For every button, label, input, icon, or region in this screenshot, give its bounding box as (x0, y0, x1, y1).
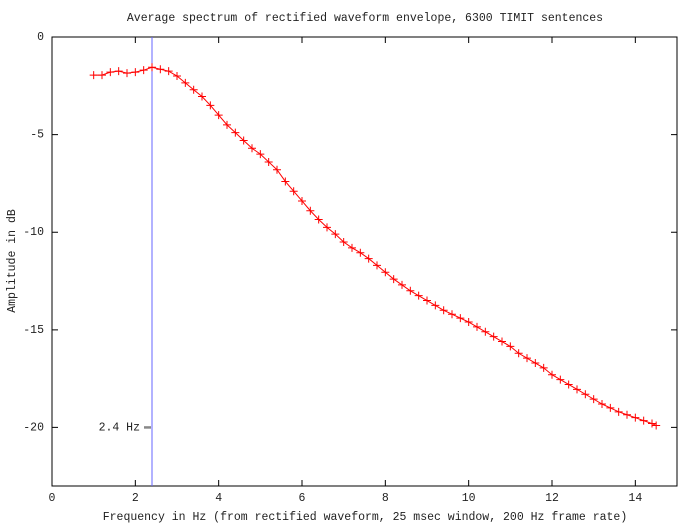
data-point (306, 206, 315, 215)
data-point (481, 327, 490, 336)
data-point (548, 370, 556, 379)
data-point (273, 165, 281, 174)
data-point (423, 296, 431, 305)
plot-frame (51, 36, 678, 487)
data-point (589, 395, 598, 404)
data-point (123, 69, 131, 78)
data-point (539, 363, 548, 372)
x-tick-label: 14 (628, 492, 642, 505)
data-point (156, 65, 165, 74)
data-point (573, 385, 581, 394)
data-point (431, 301, 440, 310)
data-point (214, 111, 223, 120)
data-point (581, 390, 590, 399)
data-point (131, 68, 140, 77)
data-point (531, 359, 540, 368)
x-tick-label: 8 (382, 492, 389, 505)
data-point (298, 196, 306, 205)
data-point (223, 120, 231, 129)
x-axis-label: Frequency in Hz (from rectified waveform… (103, 511, 628, 524)
data-point (348, 243, 356, 252)
data-point (381, 268, 390, 277)
x-tick-label: 4 (215, 492, 222, 505)
data-point (506, 342, 515, 351)
data-point (406, 286, 415, 295)
chart-title: Average spectrum of rectified waveform e… (127, 12, 603, 25)
data-point (556, 375, 565, 384)
y-tick-label: -5 (30, 129, 44, 142)
data-point (356, 248, 365, 257)
data-point (314, 215, 323, 224)
data-point (198, 92, 206, 101)
data-point (339, 237, 348, 246)
data-point (414, 291, 423, 300)
data-point (323, 223, 331, 232)
data-point (331, 230, 340, 239)
data-point (514, 349, 523, 358)
y-tick-label: -20 (23, 421, 44, 434)
y-tick-label: -10 (23, 226, 44, 239)
data-point (206, 101, 215, 110)
data-point (239, 136, 248, 145)
data-point (652, 421, 661, 430)
x-tick-label: 6 (299, 492, 306, 505)
data-point (173, 72, 181, 81)
data-point (231, 128, 240, 137)
data-point (448, 310, 456, 319)
data-point (98, 71, 106, 80)
data-point (364, 254, 373, 263)
data-point (439, 306, 448, 315)
data-point (398, 280, 406, 289)
data-point (89, 71, 98, 80)
data-point (606, 403, 615, 412)
data-point (181, 78, 190, 87)
data-point (639, 416, 648, 425)
data-point (373, 261, 381, 270)
x-tick-label: 10 (462, 492, 476, 505)
data-line (93, 66, 657, 426)
data-point (456, 314, 465, 323)
data-point (473, 322, 481, 331)
x-tick-label: 2 (132, 492, 139, 505)
data-point (564, 380, 573, 389)
data-point (164, 67, 173, 76)
data-point (523, 354, 531, 363)
data-point (114, 67, 123, 76)
data-point (139, 66, 148, 75)
x-tick-label: 0 (49, 492, 56, 505)
data-point (264, 157, 273, 166)
data-point (648, 419, 656, 428)
data-point (248, 144, 256, 153)
data-point (281, 177, 290, 186)
data-point (631, 413, 640, 422)
data-point (389, 275, 398, 284)
y-tick-label: 0 (37, 31, 44, 44)
data-point (189, 85, 198, 94)
y-tick-label: -15 (23, 324, 44, 337)
data-point (623, 410, 631, 419)
data-point (598, 400, 606, 409)
x-tick-label: 12 (545, 492, 559, 505)
data-point (614, 407, 623, 416)
data-point (489, 332, 498, 341)
data-point (464, 318, 473, 327)
data-point (148, 63, 156, 72)
y-axis-label: Amplitude in dB (6, 209, 19, 313)
data-point (289, 187, 298, 196)
marker-label: 2.4 Hz (99, 421, 140, 434)
data-point (498, 337, 506, 346)
data-point (256, 150, 265, 159)
data-point (106, 68, 115, 77)
